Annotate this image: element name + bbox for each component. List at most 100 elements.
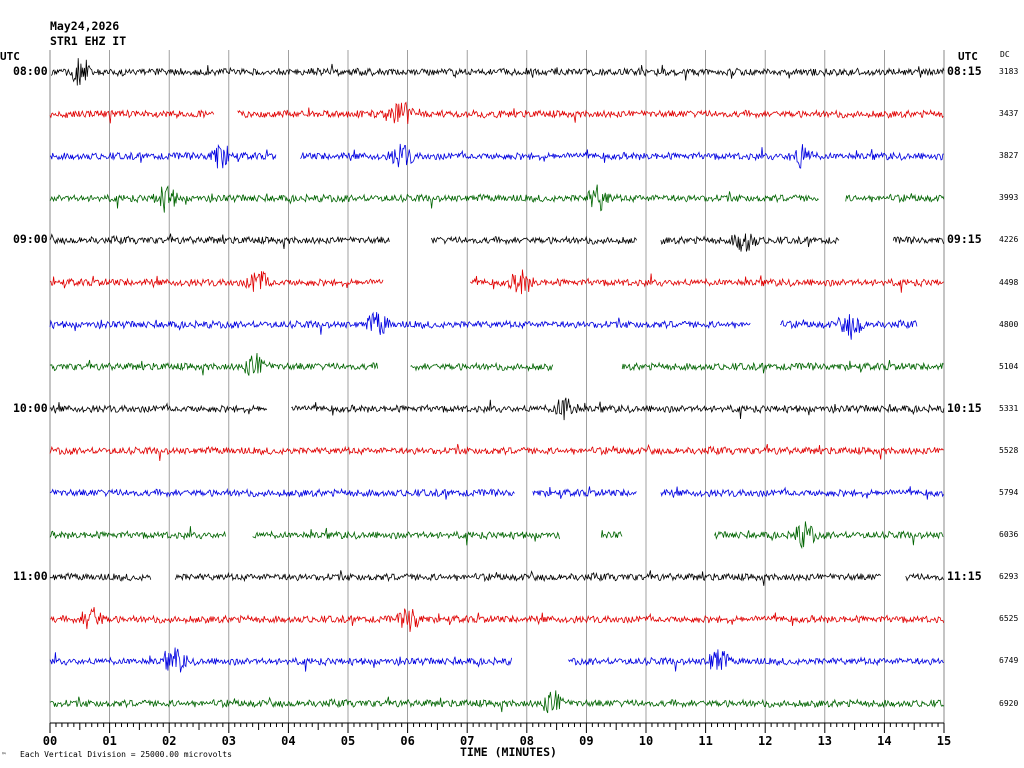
trace-segment <box>49 144 277 169</box>
x-tick-label: 13 <box>818 734 832 748</box>
trace-segment <box>600 530 623 539</box>
trace-segment <box>49 572 152 582</box>
left-time-label: 11:00 <box>13 569 48 584</box>
trace-segment <box>49 184 819 213</box>
dc-value: 4498 <box>999 277 1019 287</box>
trace-segment <box>568 649 944 672</box>
trace-segment <box>469 269 944 295</box>
x-tick-label: 03 <box>222 734 236 748</box>
trace-row-11 <box>49 521 944 550</box>
trace-segment <box>237 101 944 125</box>
trace-segment <box>291 397 945 421</box>
dc-column-header: DC <box>1000 50 1010 59</box>
time-axis: 00 01 02 03 04 05 06 07 08 09 10 11 12 13 14 15 <box>43 722 951 748</box>
trace-segment <box>49 690 945 714</box>
x-axis-label: TIME (MINUTES) <box>460 745 557 759</box>
x-tick-label: 11 <box>698 734 712 748</box>
x-tick-label: 12 <box>758 734 772 748</box>
dc-value: 6749 <box>999 656 1019 666</box>
trace-row-12 <box>49 570 945 586</box>
x-tick-label: 10 <box>639 734 653 748</box>
trace-segment <box>49 443 944 462</box>
trace-segment <box>714 521 944 550</box>
x-tick-label: 04 <box>281 734 295 748</box>
x-tick-label: 09 <box>579 734 593 748</box>
trace-row-5 <box>49 269 944 295</box>
trace-segment <box>780 314 918 340</box>
right-time-label: 09:15 <box>947 232 982 247</box>
trace-row-6 <box>49 311 918 340</box>
trace-segment <box>49 109 215 124</box>
trace-segment <box>49 526 226 541</box>
x-tick-label: 07 <box>460 734 474 748</box>
trace-row-9 <box>49 443 944 462</box>
scale-note: Each Vertical Division = 25000.00 microv… <box>20 750 232 759</box>
trace-segment <box>49 233 390 250</box>
dc-value: 4226 <box>999 235 1019 245</box>
record-date: May24,2026 <box>50 19 120 33</box>
trace-row-0 <box>50 58 945 86</box>
trace-row-15 <box>49 690 945 714</box>
dc-value: 6036 <box>999 530 1019 540</box>
trace-row-13 <box>50 607 945 632</box>
trace-row-3 <box>49 184 945 213</box>
x-tick-label: 14 <box>877 734 891 748</box>
left-time-label: 08:00 <box>13 64 48 78</box>
x-tick-label: 01 <box>102 734 116 748</box>
trace-segment <box>252 527 560 546</box>
x-tick-label: 15 <box>937 734 951 748</box>
dc-value: 5794 <box>999 488 1019 497</box>
trace-segment <box>410 361 554 372</box>
right-time-label: 11:15 <box>947 569 982 584</box>
dc-value: 3437 <box>999 109 1019 119</box>
plot-grid <box>49 50 945 723</box>
x-tick-label: 05 <box>341 734 355 748</box>
trace-segment <box>845 193 945 204</box>
dc-value: 6920 <box>999 698 1019 708</box>
dc-value: 3993 <box>999 193 1019 203</box>
trace-segment <box>300 143 944 169</box>
right-time-label: 10:15 <box>947 400 982 415</box>
x-tick-label: 06 <box>400 734 414 748</box>
trace-segment <box>174 570 881 586</box>
trace-segment <box>660 233 840 252</box>
trace-segment <box>621 360 944 374</box>
trace-segment <box>49 402 268 415</box>
dc-value: 4800 <box>999 319 1019 329</box>
x-tick-label: 02 <box>162 734 176 748</box>
trace-row-4 <box>49 233 945 252</box>
trace-segment <box>49 311 751 335</box>
trace-segment <box>892 235 945 245</box>
dc-value: 3827 <box>999 151 1019 161</box>
trace-row-10 <box>49 486 944 500</box>
station-id: STR1 EHZ IT <box>50 34 127 48</box>
right-time-label: 08:15 <box>947 64 982 78</box>
corner-mark: ™ <box>2 752 6 759</box>
dc-value: 5528 <box>999 445 1019 455</box>
trace-row-14 <box>49 647 944 673</box>
trace-segment <box>49 270 384 292</box>
trace-segment <box>660 486 944 500</box>
trace-segment <box>49 352 378 376</box>
utc-label-left: UTC <box>0 50 20 63</box>
trace-segment <box>431 235 637 246</box>
x-tick-label: 08 <box>520 734 534 748</box>
left-time-label: 09:00 <box>13 232 48 247</box>
trace-segment <box>49 647 513 673</box>
dc-value: 6293 <box>999 572 1019 582</box>
trace-rows <box>49 58 945 714</box>
left-time-label: 10:00 <box>13 400 48 415</box>
trace-segment <box>532 486 637 499</box>
trace-row-2 <box>49 143 944 169</box>
trace-row-7 <box>49 352 944 376</box>
trace-row-1 <box>49 101 944 125</box>
dc-value: 5331 <box>999 403 1019 413</box>
trace-segment <box>50 607 945 632</box>
trace-row-8 <box>49 397 945 421</box>
trace-segment <box>50 58 945 86</box>
dc-value: 6525 <box>999 614 1019 624</box>
dc-value: 5104 <box>999 361 1019 371</box>
trace-segment <box>49 487 515 500</box>
trace-segment <box>905 572 945 582</box>
